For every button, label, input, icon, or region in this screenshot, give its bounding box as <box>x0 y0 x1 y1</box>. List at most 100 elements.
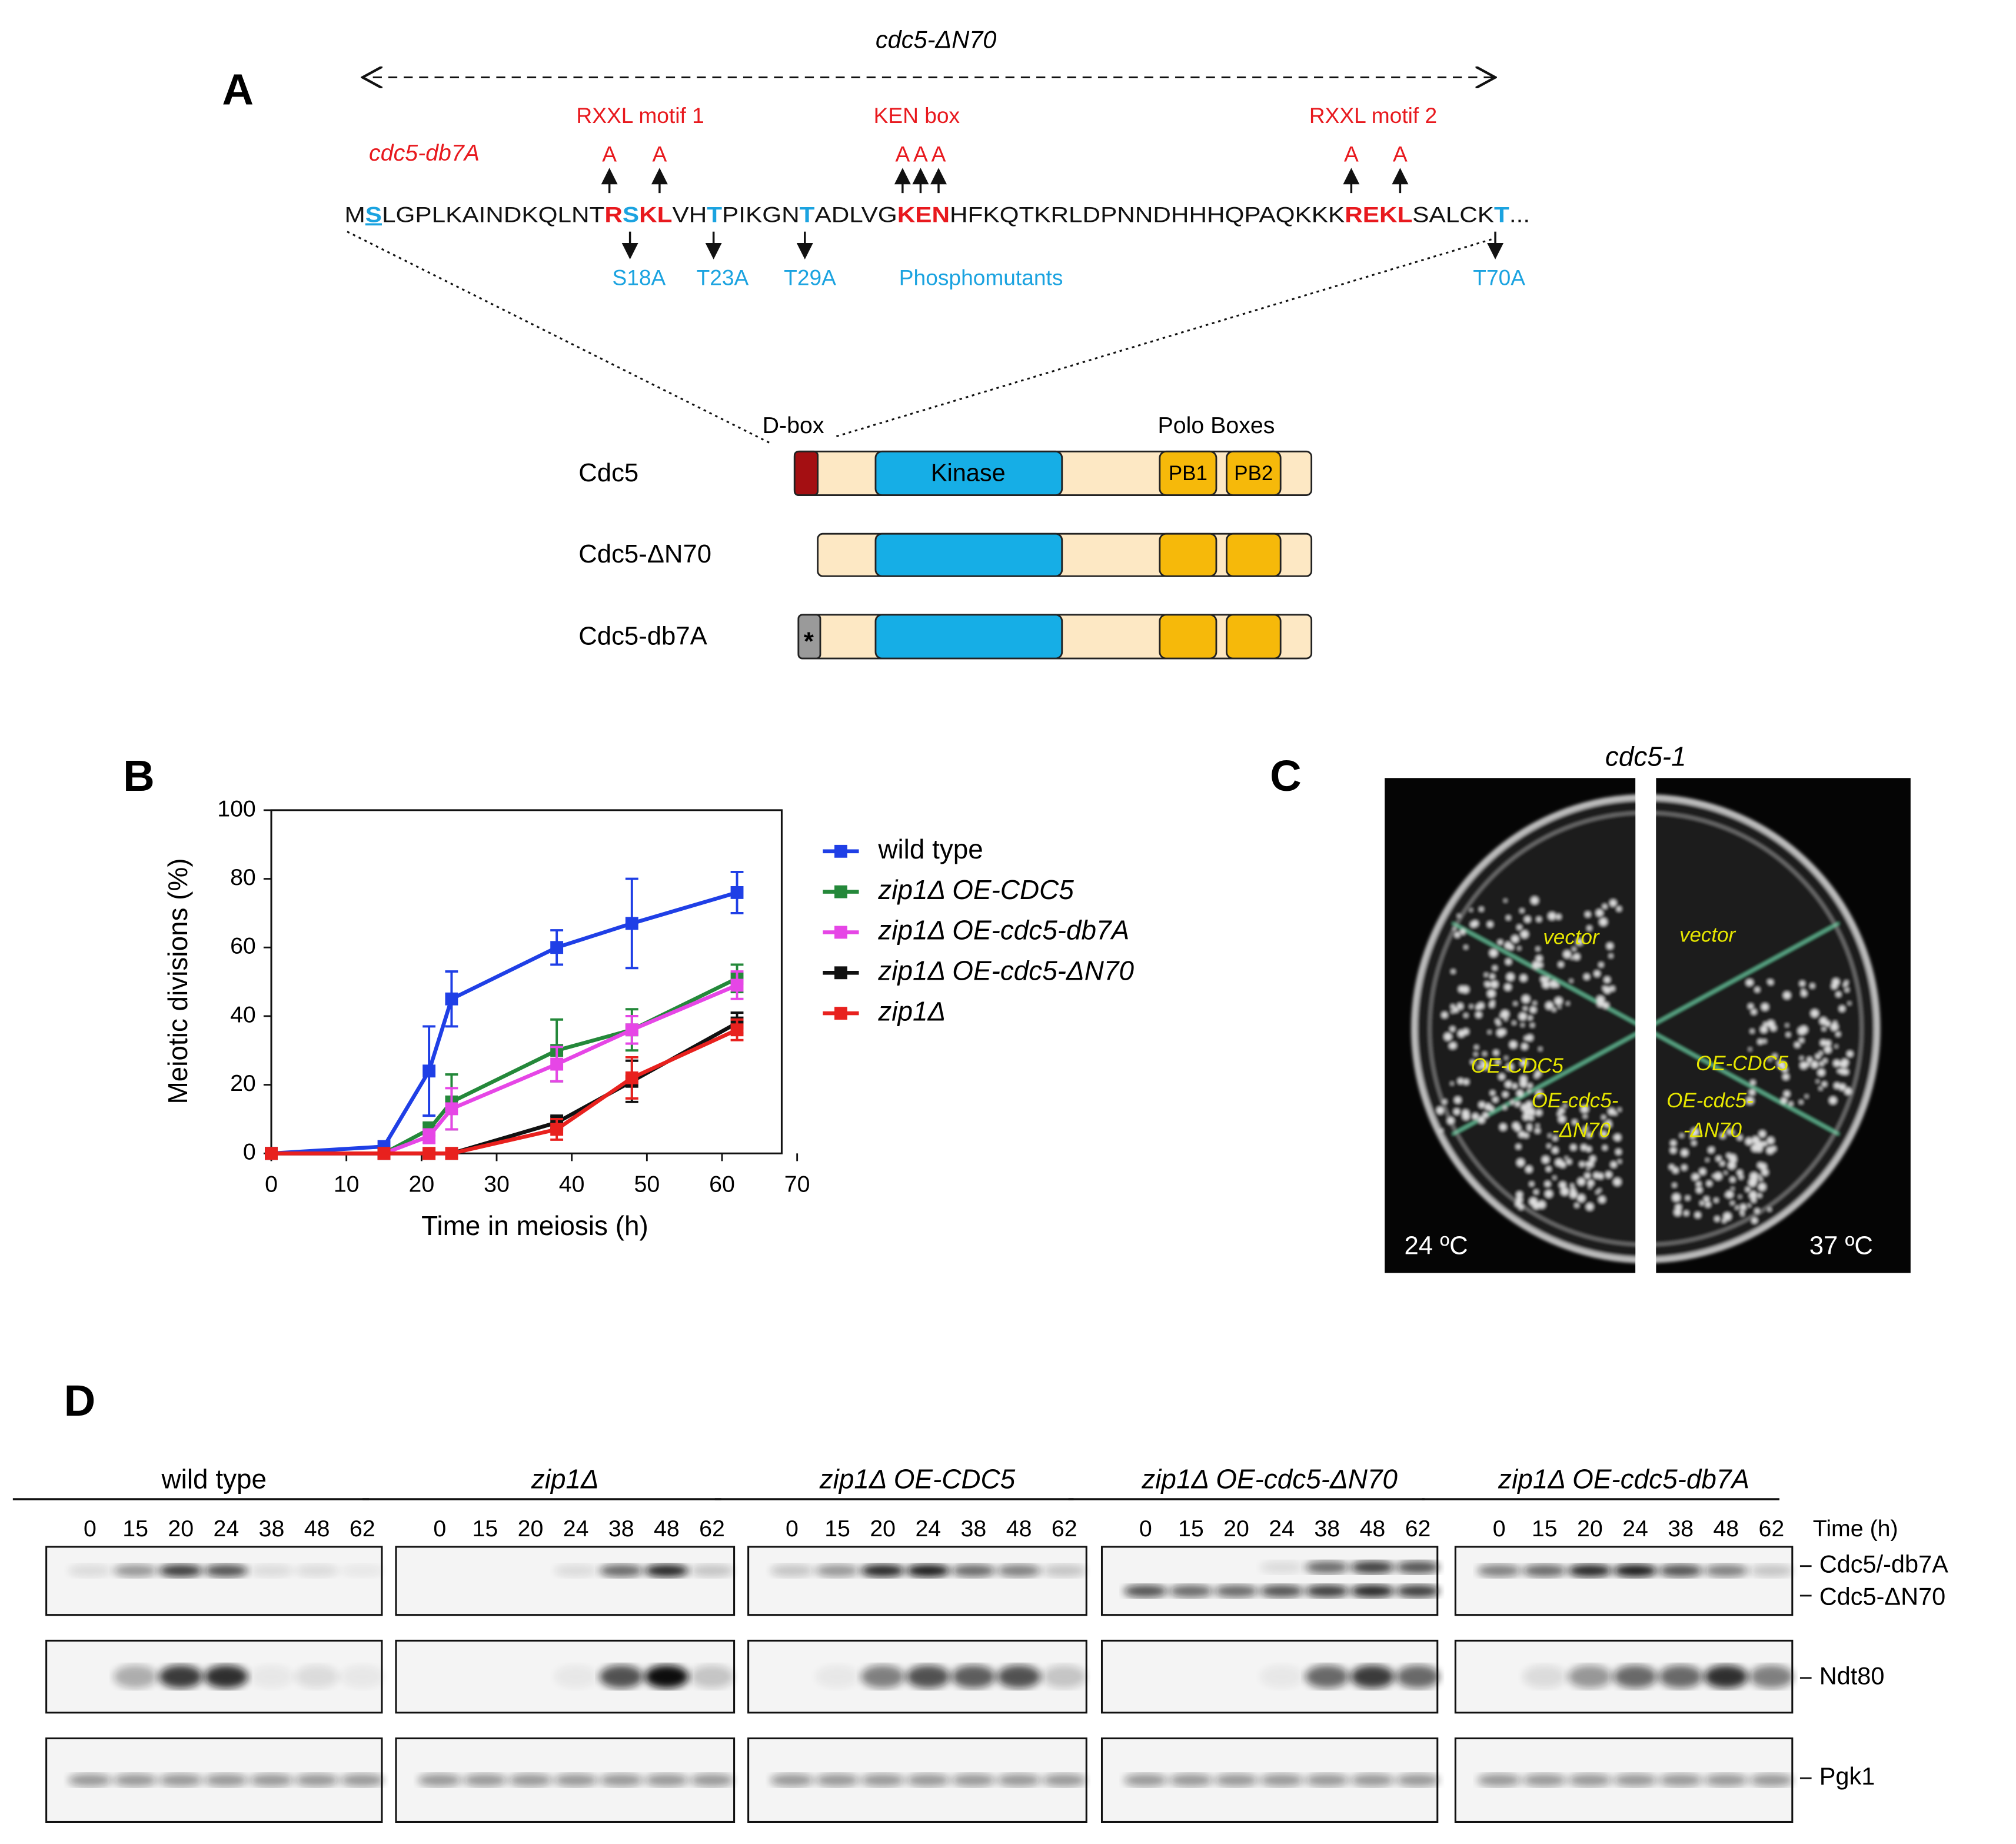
colony <box>1508 944 1514 950</box>
phosphosite: Phosphomutants <box>899 265 1063 289</box>
colony <box>1454 932 1460 938</box>
colony <box>1835 1045 1838 1048</box>
y-tick-label: 0 <box>243 1139 256 1165</box>
band <box>554 1564 598 1577</box>
colony <box>1559 1161 1566 1168</box>
colony <box>1819 1051 1823 1055</box>
colony <box>1611 1161 1617 1168</box>
colony <box>1561 1187 1569 1196</box>
kinase <box>874 614 1063 660</box>
band <box>644 1665 689 1689</box>
phosphosite: T70A <box>1473 265 1525 289</box>
blot <box>1454 1546 1794 1616</box>
colony <box>1848 1002 1851 1005</box>
band <box>1260 1665 1304 1689</box>
band <box>159 1773 203 1787</box>
colony <box>1772 1054 1777 1059</box>
colony <box>1492 966 1498 970</box>
time-point: 38 <box>259 1516 285 1542</box>
y-axis-label: Meiotic divisions (%) <box>162 858 193 1104</box>
band <box>1042 1773 1086 1787</box>
band <box>418 1773 462 1787</box>
colony <box>1569 979 1573 983</box>
colony <box>1483 1051 1487 1056</box>
colony <box>1606 943 1614 950</box>
band <box>1350 1665 1395 1689</box>
sector-label: OE-CDC5 <box>1471 1054 1564 1077</box>
marker <box>550 941 564 954</box>
band <box>997 1773 1041 1787</box>
band <box>1704 1665 1748 1689</box>
colony <box>1685 1196 1690 1200</box>
colony <box>1516 1090 1523 1097</box>
colony <box>1745 1187 1751 1192</box>
colony <box>1571 956 1574 960</box>
band <box>463 1773 507 1787</box>
colony <box>1505 1056 1508 1060</box>
colony <box>1533 1190 1539 1194</box>
dbox-mutant <box>797 614 821 660</box>
colony <box>1748 1204 1751 1207</box>
band <box>68 1773 112 1787</box>
colony <box>1749 1191 1757 1199</box>
colony <box>1548 1134 1552 1137</box>
x-tick-label: 50 <box>634 1171 660 1197</box>
colony <box>1516 1191 1523 1198</box>
colony <box>1515 1101 1521 1107</box>
colony <box>1527 1089 1531 1093</box>
substitution: A <box>932 142 946 167</box>
colony <box>1805 1095 1808 1098</box>
band <box>1568 1773 1612 1787</box>
sector-line <box>1452 923 1646 1030</box>
colony <box>1681 1165 1687 1170</box>
colony <box>1782 1067 1788 1073</box>
colony <box>1598 1173 1604 1179</box>
colony <box>1598 1189 1601 1192</box>
colony <box>1580 1182 1583 1185</box>
colony <box>1517 925 1522 930</box>
colony <box>1672 1193 1681 1201</box>
colony <box>1596 996 1605 1004</box>
residue: HFKQTKRLDPNNDHHHQPAQKKK <box>950 202 1345 227</box>
colony <box>1493 1050 1499 1056</box>
band <box>1659 1564 1703 1577</box>
band <box>952 1564 996 1577</box>
blot <box>1100 1546 1439 1616</box>
colony <box>1573 953 1580 960</box>
colony <box>1778 1061 1786 1069</box>
colony <box>1759 1141 1765 1147</box>
band <box>1260 1773 1304 1787</box>
colony <box>1822 1027 1826 1031</box>
colony <box>1726 1191 1734 1198</box>
time-point: 24 <box>563 1516 589 1542</box>
time-point: 15 <box>473 1516 498 1542</box>
colony <box>1538 1201 1546 1209</box>
colony <box>1820 1040 1827 1046</box>
band <box>1169 1773 1213 1787</box>
colony <box>1751 1217 1758 1224</box>
colony <box>1691 1128 1699 1136</box>
colony <box>1836 1031 1841 1037</box>
protein-label: Cdc5-ΔN70 <box>578 540 711 568</box>
colony <box>1509 1041 1517 1049</box>
colony <box>1451 1004 1455 1009</box>
pb1 <box>1159 532 1217 577</box>
band <box>113 1773 158 1787</box>
colony <box>1819 1061 1824 1066</box>
band <box>249 1773 294 1787</box>
colony <box>1671 1140 1676 1146</box>
colony <box>1746 979 1754 986</box>
band <box>690 1665 734 1689</box>
colony <box>1515 1200 1522 1207</box>
band <box>1522 1564 1566 1577</box>
band <box>1350 1560 1395 1574</box>
colony <box>1586 1167 1590 1170</box>
band <box>1169 1585 1213 1598</box>
colony <box>1598 1196 1606 1203</box>
colony <box>1453 1007 1459 1013</box>
time-point: 62 <box>1759 1516 1785 1542</box>
colony <box>1596 1190 1599 1194</box>
colony <box>1548 912 1556 920</box>
colony <box>1536 1124 1539 1127</box>
time-point: 24 <box>213 1516 239 1542</box>
